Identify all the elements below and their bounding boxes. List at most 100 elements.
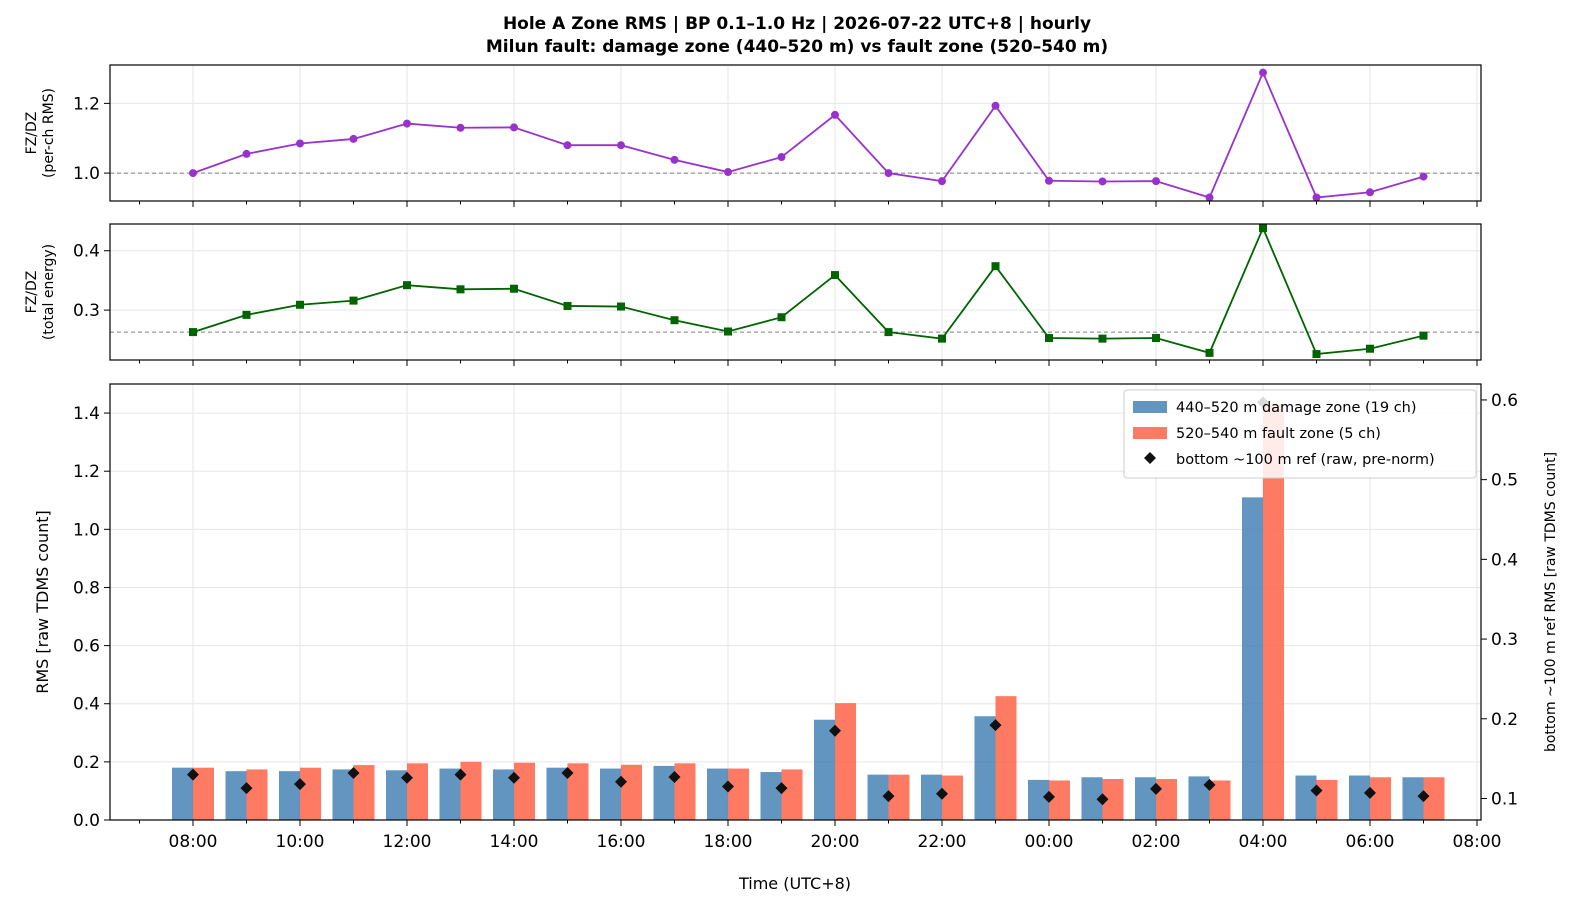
chart-subtitle: Milun fault: damage zone (440–520 m) vs …	[486, 37, 1108, 57]
bar-damage-zone	[386, 770, 407, 820]
legend-swatch-damage-zone	[1133, 401, 1167, 413]
data-point	[938, 177, 946, 186]
ref-marker	[775, 782, 788, 795]
ref-marker	[882, 790, 895, 803]
ref-marker	[1150, 782, 1162, 795]
chart-title: Hole A Zone RMS | BP 0.1–1.0 Hz | 2026-0…	[503, 14, 1091, 34]
data-point	[1419, 172, 1428, 181]
bar-damage-zone	[814, 719, 835, 820]
data-point	[510, 284, 518, 293]
data-point	[1312, 350, 1321, 359]
data-point	[1312, 193, 1321, 202]
data-point	[724, 327, 732, 336]
data-point	[189, 328, 197, 337]
x-axis-label: Time (UTC+8)	[738, 874, 851, 893]
y-tick-label: 0.3	[73, 301, 100, 321]
bar-damage-zone	[439, 768, 461, 820]
y-axis-label-line: (total energy)	[41, 244, 57, 340]
bar-damage-zone	[1028, 779, 1049, 820]
x-tick-label: 00:00	[1025, 832, 1074, 852]
bar-damage-zone	[707, 768, 728, 820]
data-point	[1098, 334, 1107, 343]
data-point	[242, 149, 251, 158]
y-tick-label: 1.0	[73, 520, 100, 540]
ref-marker	[829, 724, 841, 737]
axes-frame	[109, 64, 1482, 202]
y-tick-label: 1.2	[73, 462, 100, 482]
bar-damage-zone	[332, 769, 354, 820]
y-tick-label: 1.4	[73, 404, 100, 424]
data-point	[617, 302, 625, 311]
bar-damage-zone	[546, 767, 568, 820]
data-point	[456, 285, 465, 294]
bar-damage-zone	[1295, 775, 1317, 820]
y-right-axis-label: bottom ~100 m ref RMS [raw TDMS count]	[1543, 452, 1559, 752]
series-line	[192, 225, 1424, 356]
ref-marker	[1096, 793, 1109, 806]
ratio-total-energy-panel: 0.3 0.4 FZ/DZ(total energy)	[24, 223, 1482, 366]
y-right-tick-label: 0.4	[1491, 550, 1518, 570]
ref-marker	[989, 719, 1002, 732]
y-axis-label: FZ/DZ(per-ch RMS)	[24, 88, 57, 178]
ref-marker	[561, 766, 574, 779]
ref-marker	[508, 771, 520, 784]
data-point	[349, 134, 358, 143]
y-axis-label-line: FZ/DZ	[24, 271, 40, 314]
bar-fault-zone	[1370, 777, 1391, 820]
bar-fault-zone	[407, 763, 428, 820]
data-point	[296, 139, 304, 148]
bar-damage-zone	[653, 765, 675, 820]
y-axis-label-line: FZ/DZ	[24, 112, 40, 155]
bar-fault-zone	[567, 763, 589, 820]
bar-fault-zone	[995, 696, 1017, 820]
data-point	[777, 153, 786, 162]
series-line	[192, 70, 1424, 199]
x-tick-label: 22:00	[918, 832, 967, 852]
data-point	[349, 296, 358, 305]
legend-box	[1123, 389, 1477, 479]
data-point	[724, 168, 732, 177]
y-right-tick-label: 0.1	[1491, 789, 1518, 809]
ref-marker	[722, 780, 734, 793]
data-point	[670, 316, 679, 325]
ratio-per-channel-panel: 1.0 1.2 FZ/DZ(per-ch RMS)	[24, 64, 1482, 207]
bar-damage-zone	[1188, 776, 1210, 820]
x-tick-label: 08:00	[169, 832, 218, 852]
ref-marker	[936, 787, 948, 800]
bar-fault-zone	[353, 765, 375, 820]
x-tick-label: 06:00	[1346, 832, 1395, 852]
bar-damage-zone	[493, 769, 514, 820]
ref-marker	[1417, 790, 1430, 803]
data-point	[1152, 334, 1160, 343]
bar-fault-zone	[1102, 779, 1124, 820]
y-right-tick-label: 0.5	[1491, 471, 1518, 491]
data-point	[1205, 348, 1214, 357]
data-point	[884, 328, 893, 337]
ref-marker	[454, 768, 467, 781]
data-point	[1366, 188, 1374, 197]
bar-fault-zone	[1209, 780, 1231, 820]
ref-marker	[668, 770, 681, 783]
bar-damage-zone	[1135, 777, 1156, 820]
bar-fault-zone	[246, 769, 268, 820]
y-right-tick-label: 0.6	[1491, 391, 1518, 411]
data-point	[670, 155, 679, 164]
y-right-tick-label: 0.2	[1491, 710, 1518, 730]
ref-marker	[1203, 778, 1216, 791]
bar-damage-zone	[760, 772, 782, 820]
bar-fault-zone	[460, 761, 482, 820]
x-tick-label: 18:00	[704, 832, 753, 852]
bar-fault-zone	[1316, 779, 1338, 820]
data-point	[296, 300, 304, 309]
bar-fault-zone	[835, 703, 856, 820]
legend-label-fault-zone: 520–540 m fault zone (5 ch)	[1176, 426, 1381, 442]
data-point	[1419, 331, 1428, 340]
y-tick-label: 0.0	[73, 811, 100, 831]
data-point	[510, 123, 518, 132]
bar-damage-zone	[867, 774, 889, 820]
x-tick-label: 02:00	[1132, 832, 1181, 852]
bar-fault-zone	[1156, 779, 1177, 820]
ref-marker	[240, 782, 253, 795]
bar-fault-zone	[1423, 777, 1445, 820]
